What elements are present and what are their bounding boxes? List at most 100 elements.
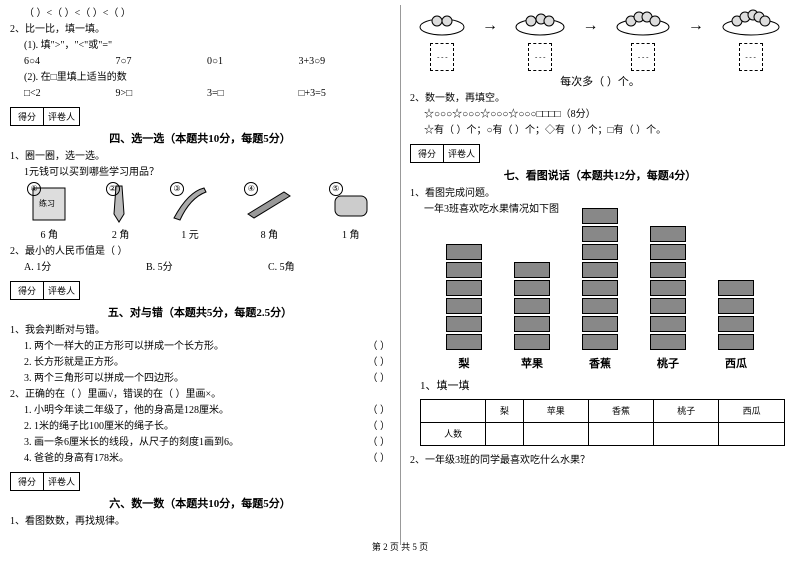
chart-label-3: 香蕉 [580, 355, 620, 371]
q2-2-items: □<2 9>□ 3=□ □+3=5 [10, 87, 390, 101]
item-price-3: 1 元 [181, 226, 199, 241]
chart-cell [650, 226, 686, 242]
r-q2: 2、数一数，再填空。 [410, 92, 790, 106]
sec5-q2-2: 2. 1米的绳子比100厘米的绳子长。（ ） [10, 420, 390, 434]
q2-2-b: 9>□ [116, 87, 208, 101]
item-pencil: ② 2 角 [106, 184, 136, 241]
chart-column [650, 225, 686, 351]
cell-3 [588, 422, 653, 445]
chart-cell [514, 298, 550, 314]
r-q2-blanks: ☆有（ ）个；○有（ ）个；◇有（ ）个；□有（ ）个。 [410, 124, 790, 138]
item-num-5: ⑤ [329, 182, 343, 196]
chart-cell [514, 280, 550, 296]
arrow-icon: → [688, 17, 704, 35]
chart-cell [650, 298, 686, 314]
chart-cell [582, 208, 618, 224]
chart-cell [582, 280, 618, 296]
chart-cell [446, 244, 482, 260]
sec5-q2: 2、正确的在（ ）里画√，错误的在（ ）里画×。 [10, 388, 390, 402]
shop-items-row: ① 练习 6 角 ② 2 角 ③ 1 元 ④ 8 角 ⑤ [10, 184, 390, 241]
q2-1-c: 0○1 [207, 55, 299, 69]
item-num-3: ③ [170, 182, 184, 196]
opt-a: A. 1分 [24, 261, 146, 275]
score-label-6: 得分 [11, 473, 44, 490]
chart-cell [514, 316, 550, 332]
chart-label-1: 梨 [444, 355, 484, 371]
dash-box-2 [528, 43, 552, 71]
chart-cell [582, 298, 618, 314]
item-price-1: 6 角 [40, 226, 58, 241]
sec5-q2-1: 1. 小明今年读二年级了，他的身高是128厘米。（ ） [10, 404, 390, 418]
grader-label-5: 评卷人 [44, 282, 79, 299]
fruit-bar-chart [430, 221, 770, 351]
score-box-7: 得分 评卷人 [410, 144, 480, 163]
th-5: 西瓜 [719, 399, 784, 422]
item-notebook: ① 练习 6 角 [27, 184, 71, 241]
chart-cell [446, 316, 482, 332]
chart-column [514, 261, 550, 351]
q2-2-a: □<2 [24, 87, 116, 101]
section-7-title: 七、看图说话（本题共12分，每题4分） [410, 167, 790, 183]
bowl-caption: 每次多（ ）个。 [410, 75, 790, 90]
chart-cell [582, 226, 618, 242]
section-6-title: 六、数一数（本题共10分，每题5分） [10, 495, 390, 511]
q2-2-d: □+3=5 [299, 87, 391, 101]
arrow-icon: → [582, 17, 598, 35]
q2-1-d: 3+3○9 [299, 55, 391, 69]
sec5-q1-1: 1. 两个一样大的正方形可以拼成一个长方形。（ ） [10, 340, 390, 354]
chart-cell [446, 334, 482, 350]
dash-box-1 [430, 43, 454, 71]
item-pen: ④ 8 角 [244, 184, 294, 241]
chart-cell [718, 316, 754, 332]
chart-cell [582, 262, 618, 278]
q2-title: 2、比一比，填一填。 [10, 23, 390, 37]
item-eraser: ⑤ 1 角 [329, 184, 373, 241]
table-header-row: 梨 苹果 香蕉 桃子 西瓜 [421, 399, 785, 422]
chart-column [582, 207, 618, 351]
q-last: 2、一年级3班的同学最喜欢吃什么水果？ [410, 454, 790, 468]
bowl-3 [613, 5, 673, 71]
opt-c: C. 5角 [268, 261, 390, 275]
score-label-7: 得分 [411, 145, 444, 162]
cell-2 [523, 422, 588, 445]
grader-label-7: 评卷人 [444, 145, 479, 162]
r-q2-pattern: ☆○○○☆○○○☆○○○☆○○○□□□□（8分） [410, 108, 790, 122]
cell-5 [719, 422, 784, 445]
item-num-2: ② [106, 182, 120, 196]
q2-1-items: 6○4 7○7 0○1 3+3○9 [10, 55, 390, 69]
bowl-icon [719, 5, 783, 39]
chart-column [718, 279, 754, 351]
th-4: 桃子 [654, 399, 719, 422]
score-label: 得分 [11, 108, 44, 125]
chart-cell [650, 280, 686, 296]
sec4-q2: 2、最小的人民币值是（ ） [10, 245, 390, 259]
q2-1-a: 6○4 [24, 55, 116, 69]
th-3: 香蕉 [588, 399, 653, 422]
chart-cell [650, 316, 686, 332]
q2-2-c: 3=□ [207, 87, 299, 101]
arrow-icon: → [482, 17, 498, 35]
fill-1-title: 1、填一填 [420, 379, 790, 394]
cell-4 [654, 422, 719, 445]
q2-1-b: 7○7 [116, 55, 208, 69]
q2-1: (1). 填">"，"<"或"=" [10, 39, 390, 53]
sec4-q1: 1、圈一圈，选一选。 [10, 150, 390, 164]
sec5-q1-2: 2. 长方形就是正方形。（ ） [10, 356, 390, 370]
chart-cell [582, 334, 618, 350]
chart-cell [650, 262, 686, 278]
sec5-q2-4: 4. 爸爸的身高有178米。（ ） [10, 452, 390, 466]
bowl-4 [719, 5, 783, 71]
th-1: 梨 [486, 399, 523, 422]
chart-cell [514, 262, 550, 278]
sec6-q1: 1、看图数数，再找规律。 [10, 515, 390, 529]
chart-label-4: 桃子 [648, 355, 688, 371]
grader-label: 评卷人 [44, 108, 79, 125]
th-2: 苹果 [523, 399, 588, 422]
sec4-q1-text: 1元钱可以买到哪些学习用品？ [10, 166, 390, 180]
cell-1 [486, 422, 523, 445]
dash-box-3 [631, 43, 655, 71]
th-blank [421, 399, 486, 422]
chart-cell [582, 244, 618, 260]
q1-compare-blanks: （ ）<（ ）<（ ）<（ ） [10, 7, 390, 21]
item-price-2: 2 角 [112, 226, 130, 241]
